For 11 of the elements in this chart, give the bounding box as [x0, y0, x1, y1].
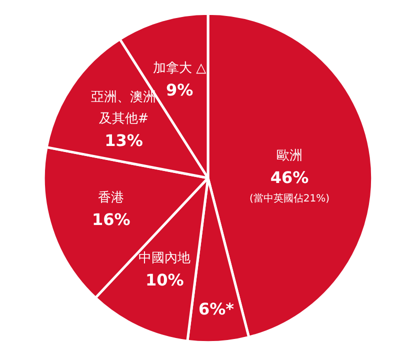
data-label: 13%	[104, 130, 143, 150]
data-label: 46%	[270, 168, 309, 188]
data-label: 9%	[166, 80, 194, 100]
slice-label: 香港	[98, 190, 124, 206]
data-label: 6%*	[198, 300, 235, 319]
slice-label: 中國內地	[138, 251, 191, 266]
data-label: 16%	[92, 210, 130, 229]
data-label: 10%	[145, 270, 184, 290]
text: (當中英國佔21%)	[250, 192, 330, 204]
slice-label: 加拿大 △	[153, 61, 206, 76]
slice-label: 歐洲	[276, 148, 303, 164]
